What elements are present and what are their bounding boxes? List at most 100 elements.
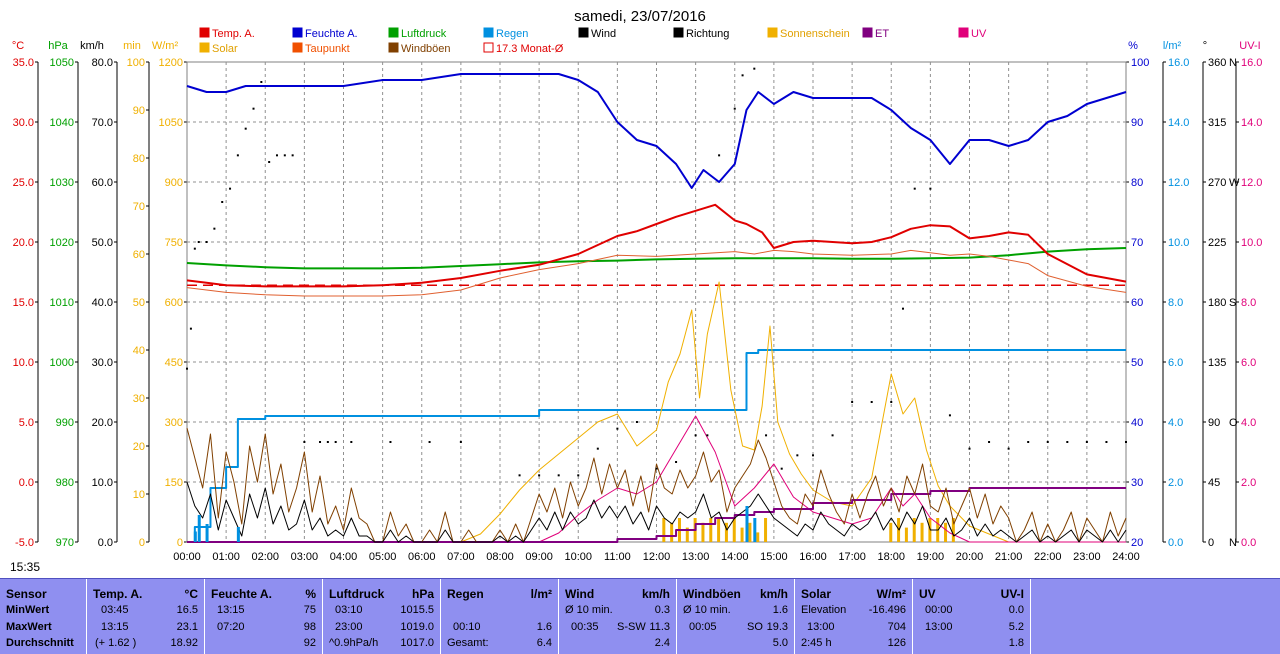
- axis-tick-min: 80: [133, 153, 145, 165]
- series-point-richtung: [213, 227, 216, 230]
- series-point-richtung: [244, 127, 247, 130]
- series-point-richtung: [389, 441, 392, 443]
- axis-tick-uv: 12.0: [1241, 177, 1262, 189]
- series-point-richtung: [326, 441, 329, 443]
- series-point-richtung: [948, 414, 951, 417]
- series-point-richtung: [968, 447, 971, 450]
- series-point-richtung: [718, 154, 721, 157]
- x-tick-label: 07:00: [447, 551, 475, 563]
- axis-tick-temp: 0.0: [19, 477, 34, 489]
- axis-tick-temp: 10.0: [13, 357, 34, 369]
- stats-unit: km/h: [641, 587, 670, 601]
- series-point-richtung: [275, 154, 278, 157]
- stats-col-sensor: Sensor MinWert MaxWert Durchschnitt: [0, 579, 87, 654]
- series-bar-sonnenschein: [756, 532, 760, 542]
- stats-time: 13:15: [217, 604, 245, 616]
- rain-spike: [236, 527, 240, 542]
- stats-header: Luftdruck: [329, 587, 385, 601]
- axis-compass-label: N: [1229, 57, 1237, 69]
- series-point-richtung: [205, 241, 208, 243]
- series-bar-sonnenschein: [920, 522, 924, 542]
- series-bar-sonnenschein: [951, 518, 955, 542]
- x-tick-label: 04:00: [330, 551, 358, 563]
- legend-label: Temp. A.: [212, 28, 255, 40]
- series-line-luftdruck: [186, 247, 1127, 270]
- series-point-richtung: [193, 247, 196, 250]
- stats-label-avg: Durchschnitt: [6, 637, 74, 649]
- series-bar-sonnenschein: [670, 522, 674, 542]
- series-point-richtung: [303, 441, 306, 443]
- series-point-richtung: [780, 467, 783, 470]
- stats-header: Temp. A.: [93, 587, 143, 601]
- axis-tick-dir: 135: [1208, 357, 1226, 369]
- x-tick-label: 20:00: [956, 551, 984, 563]
- stats-value: 6.4: [536, 637, 552, 649]
- legend-label: Sonnenschein: [780, 28, 850, 40]
- x-tick-label: 17:00: [838, 551, 866, 563]
- series-line-et: [187, 487, 1126, 543]
- x-tick-label: 21:00: [995, 551, 1023, 563]
- x-tick-label: 14:00: [721, 551, 749, 563]
- axis-tick-dir: 180: [1208, 297, 1226, 309]
- axis-tick-uv: 8.0: [1241, 297, 1256, 309]
- weather-chart: samedi, 23/07/2016 Temp. A. Feuchte A. Luf…: [12, 8, 1263, 563]
- x-tick-label: 18:00: [877, 551, 905, 563]
- x-tick-label: 09:00: [525, 551, 553, 563]
- axis-tick-dir: 225: [1208, 237, 1226, 249]
- legend-swatch: [862, 27, 873, 38]
- axis-tick-rain: 4.0: [1168, 417, 1183, 429]
- axis-tick-press: 1040: [50, 117, 74, 129]
- legend-swatch: [483, 27, 494, 38]
- stats-value: 16.5: [176, 604, 198, 616]
- axis-tick-uv: 0.0: [1241, 537, 1256, 549]
- axis-tick-solar: 1050: [159, 117, 183, 129]
- x-tick-label: 13:00: [682, 551, 710, 563]
- x-tick-label: 19:00: [917, 551, 945, 563]
- axis-tick-uv: 14.0: [1241, 117, 1262, 129]
- stats-time: 00:05: [689, 621, 717, 633]
- axis-unit-dir: °: [1203, 40, 1207, 52]
- series-point-richtung: [291, 154, 294, 157]
- stats-value: -16.496: [868, 604, 906, 616]
- rain-spike: [753, 518, 757, 542]
- x-tick-label: 24:00: [1112, 551, 1140, 563]
- rain-spike: [205, 524, 209, 542]
- series-point-richtung: [1027, 441, 1030, 443]
- series-point-richtung: [283, 154, 286, 157]
- series-point-richtung: [1007, 447, 1010, 450]
- stats-value: 11.3: [649, 621, 670, 633]
- rain-spike: [193, 531, 197, 542]
- axis-tick-solar: 900: [165, 177, 183, 189]
- legend-label: ET: [875, 28, 889, 40]
- axes: 35.030.025.020.015.010.05.00.0-5.0°C1050…: [12, 40, 1263, 549]
- axis-tick-wind: 50.0: [92, 237, 113, 249]
- stats-header: Feuchte A.: [211, 587, 272, 601]
- axis-tick-hum: 50: [1131, 357, 1143, 369]
- axis-tick-min: 50: [133, 297, 145, 309]
- series-bar-sonnenschein: [717, 518, 721, 542]
- series-point-richtung: [557, 474, 560, 477]
- stats-value: 2.4: [654, 637, 670, 649]
- axis-tick-min: 60: [133, 249, 145, 261]
- axis-tick-wind: 30.0: [92, 357, 113, 369]
- series-point-richtung: [616, 427, 619, 430]
- stats-header: Windböen: [683, 587, 741, 601]
- stats-label-min: MinWert: [6, 604, 50, 616]
- axis-tick-press: 1030: [50, 177, 74, 189]
- series-point-richtung: [186, 367, 188, 370]
- axis-tick-temp: 20.0: [13, 237, 34, 249]
- stats-value: 92: [303, 637, 316, 649]
- series-bar-sonnenschein: [904, 527, 908, 542]
- rain-spike: [745, 506, 749, 542]
- stats-header-sensor: Sensor: [6, 587, 47, 601]
- series-point-richtung: [260, 81, 263, 83]
- current-time: 15:35: [10, 560, 41, 574]
- legend-label: Regen: [496, 28, 528, 40]
- axis-tick-dir: 0: [1208, 537, 1214, 549]
- series-point-richtung: [197, 241, 200, 243]
- stats-header: Wind: [565, 587, 595, 601]
- stats-note: Ø 10 min.: [565, 604, 613, 616]
- x-axis-ticks: 00:00 01:00 02:00 03:00 04:00 05:00 06:00 07:00…: [173, 551, 1140, 563]
- axis-tick-min: 40: [133, 345, 145, 357]
- legend-label: Feuchte A.: [305, 28, 358, 40]
